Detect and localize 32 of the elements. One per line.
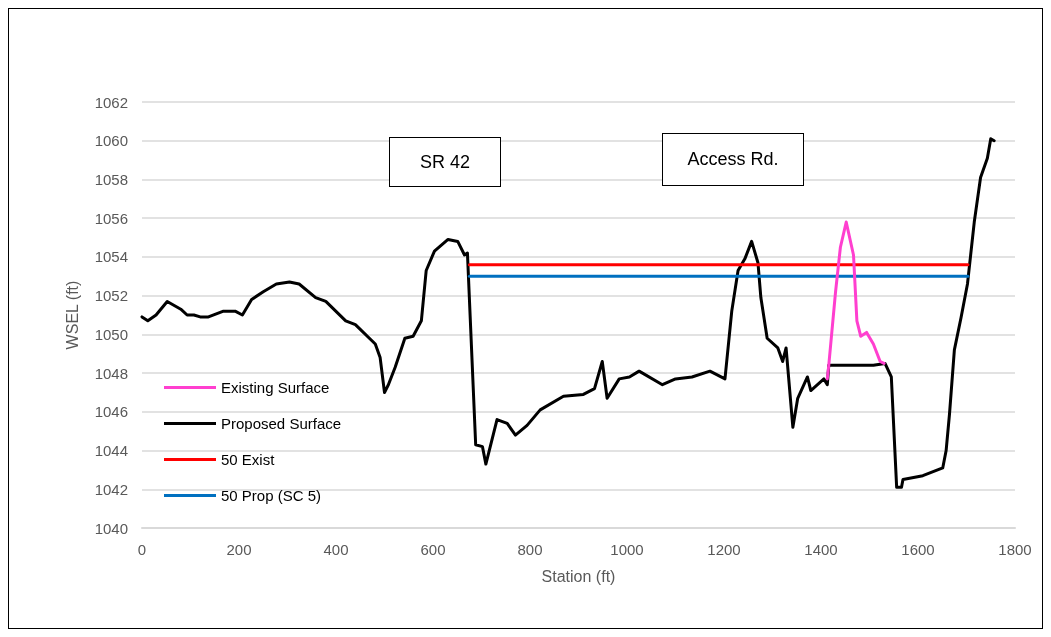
legend-label: 50 Prop (SC 5): [221, 487, 322, 504]
x-tick-label: 800: [517, 541, 543, 558]
text-box: SR 42: [389, 137, 501, 187]
y-tick-label: 1060: [94, 132, 128, 150]
y-tick-label: 1042: [94, 480, 128, 498]
y-tick-label: 1050: [94, 325, 128, 343]
x-axis-title: Station (ft): [541, 567, 616, 585]
x-tick-label: 200: [226, 541, 252, 558]
x-tick-label: 400: [323, 541, 349, 558]
x-tick-label: 1600: [901, 541, 935, 558]
y-tick-label: 1058: [94, 170, 128, 188]
y-axis-title: WSEL (ft): [63, 280, 81, 350]
x-tick-label: 1800: [998, 541, 1032, 558]
y-tick-label: 1046: [94, 403, 128, 421]
y-tick-label: 1052: [94, 287, 128, 305]
line-series: [825, 220, 886, 381]
y-tick-label: 1044: [94, 442, 128, 460]
y-tick-label: 1054: [94, 248, 128, 266]
text-box: Access Rd.: [662, 133, 804, 186]
legend-label: Proposed Surface: [221, 415, 342, 432]
x-tick-label: 1400: [804, 541, 838, 558]
y-tick-label: 1048: [94, 364, 128, 382]
x-tick-label: 1000: [610, 541, 644, 558]
legend-label: 50 Exist: [221, 451, 276, 468]
x-tick-label: 0: [137, 541, 147, 558]
legend-label: Existing Surface: [221, 379, 330, 396]
y-tick-label: 1040: [94, 519, 128, 537]
y-tick-label: 1056: [94, 209, 128, 227]
x-tick-label: 1200: [707, 541, 741, 558]
line-series: [140, 137, 996, 489]
x-tick-label: 600: [420, 541, 446, 558]
y-tick-label: 1062: [94, 93, 128, 111]
